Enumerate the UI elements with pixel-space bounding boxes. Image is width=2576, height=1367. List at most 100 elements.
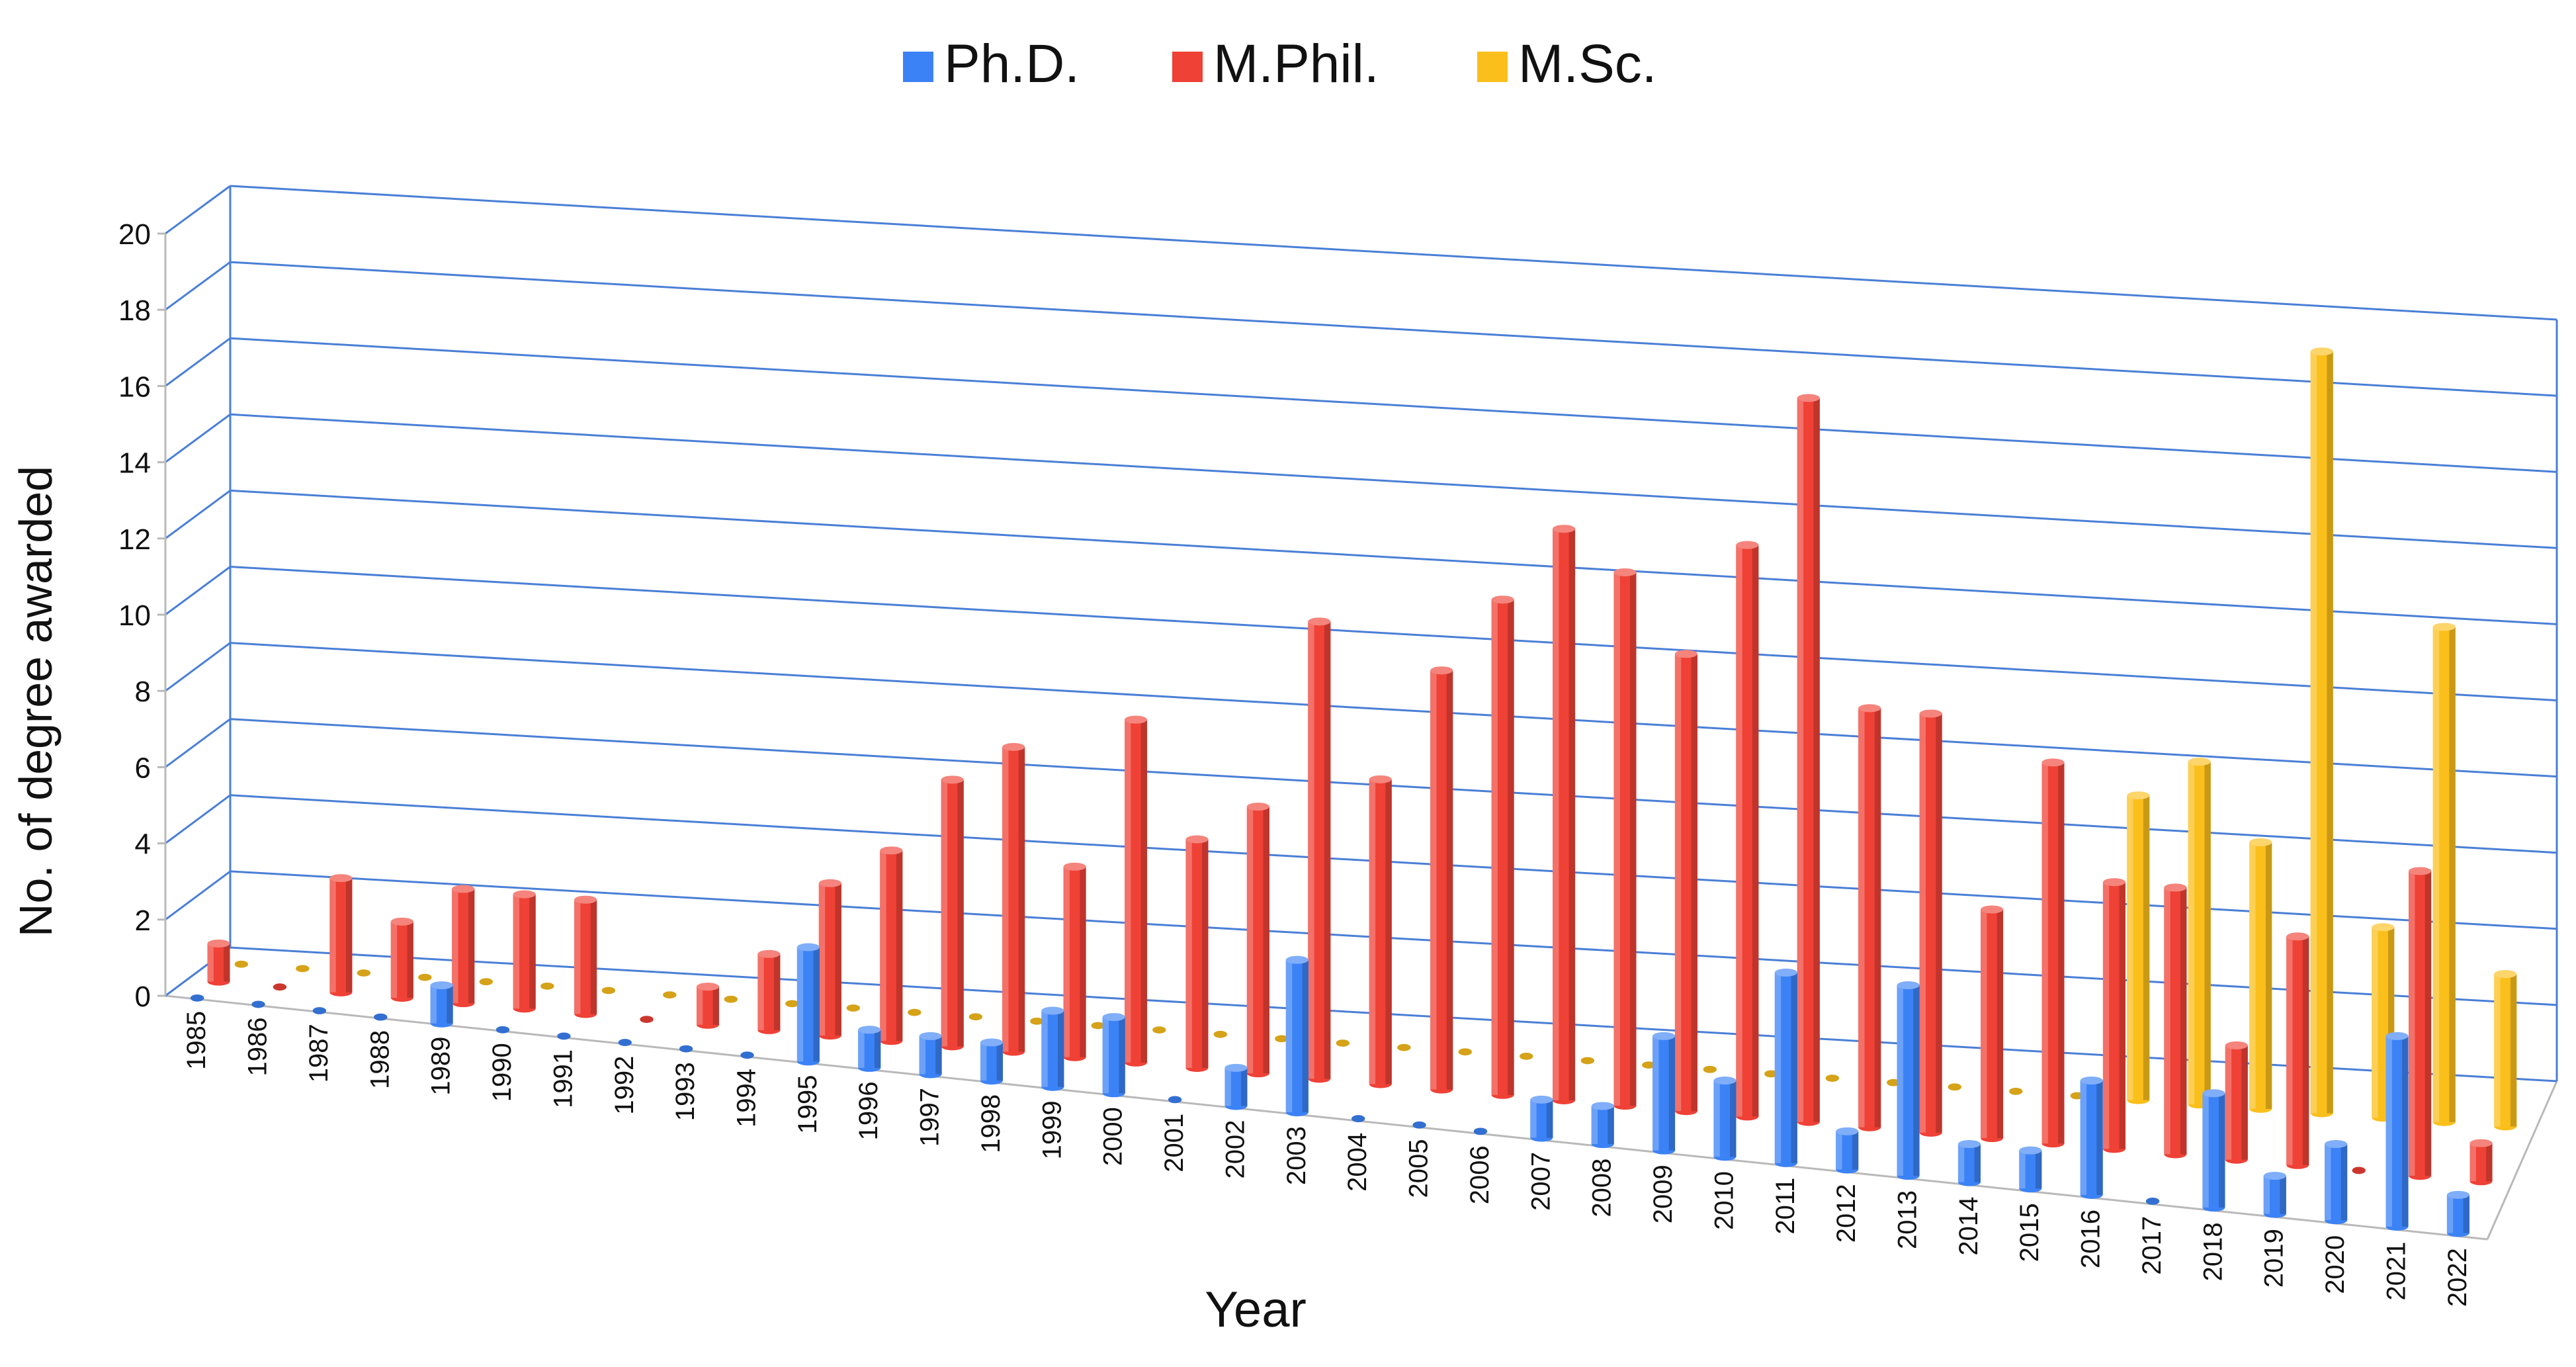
bar-zero-base	[357, 969, 371, 977]
y-axis: 0 2 4 6 8 10 12 14 16 18 20	[118, 218, 165, 1013]
bar-shadow	[1241, 1067, 1248, 1106]
bar-top	[452, 885, 475, 893]
bar-top	[574, 895, 597, 904]
bar-zero-base	[740, 1051, 754, 1059]
bar-highlight	[2469, 1143, 2476, 1182]
bar-highlight	[980, 1042, 987, 1081]
x-tick-label: 1989	[427, 1037, 456, 1096]
bar	[1957, 1140, 1981, 1186]
bar	[1825, 1075, 1839, 1082]
bar-top	[1957, 1140, 1981, 1149]
bar	[941, 775, 964, 1051]
bar-highlight	[1713, 1080, 1720, 1157]
bar-zero-base	[785, 1000, 799, 1008]
bar-zero-base	[846, 1004, 861, 1012]
bar-highlight	[1246, 807, 1254, 1074]
bar-top	[2469, 1139, 2493, 1147]
x-tick-label: 2013	[1893, 1190, 1922, 1249]
bar-highlight	[1674, 654, 1682, 1112]
bar-zero-base	[495, 1026, 510, 1034]
bar	[1642, 1061, 1656, 1069]
x-tick-label: 2015	[2015, 1203, 2044, 1262]
y-tick-label: 4	[135, 828, 151, 861]
bar	[1774, 968, 1797, 1167]
y-tick-label: 2	[135, 904, 151, 937]
gridline-back	[230, 566, 2557, 701]
bar	[818, 879, 841, 1040]
bar	[418, 973, 432, 981]
series-msc	[234, 347, 2517, 1131]
bar-shadow	[2486, 1143, 2493, 1182]
bar-zero-base	[968, 1013, 983, 1021]
bar-zero-base	[1473, 1127, 1488, 1135]
bar	[1352, 1115, 1365, 1123]
bar	[846, 1004, 861, 1012]
gridline-side	[165, 718, 231, 768]
bar	[2310, 347, 2333, 1118]
bar-highlight	[574, 899, 581, 1014]
bar	[1168, 1096, 1182, 1104]
bar-shadow	[2463, 1194, 2469, 1233]
bar	[2469, 1139, 2493, 1186]
bar-zero-base	[679, 1045, 693, 1053]
bar-zero-base	[1887, 1079, 1901, 1086]
x-tick-label: 2003	[1282, 1126, 1311, 1185]
bar-shadow	[2035, 1150, 2042, 1189]
bar	[296, 965, 310, 973]
x-tick-label: 1991	[548, 1049, 578, 1108]
bar-shadow	[1874, 708, 1881, 1127]
legend-label: M.Sc.	[1518, 34, 1657, 94]
gridline-back	[230, 718, 2557, 854]
legend-label: Ph.D.	[944, 34, 1080, 94]
bar-zero-base	[618, 1039, 632, 1046]
bar	[273, 983, 287, 991]
bar-highlight	[941, 779, 948, 1047]
floor-right-edge	[2486, 1080, 2558, 1240]
bar-top	[2372, 923, 2395, 932]
bar	[2019, 1146, 2042, 1193]
bar-zero-base	[1336, 1039, 1350, 1047]
bar	[357, 969, 371, 977]
bar	[2202, 1089, 2225, 1212]
x-tick-label: 1993	[671, 1062, 700, 1121]
x-tick-label: 2012	[1832, 1184, 1861, 1243]
bar	[1285, 955, 1309, 1117]
bar	[1613, 568, 1637, 1110]
bar-zero-base	[1764, 1070, 1778, 1078]
bar-top	[329, 874, 353, 883]
y-axis-label: No. of degree awarded	[10, 466, 62, 937]
gridline-side	[165, 185, 231, 235]
y-tick-label: 16	[118, 371, 151, 403]
bar-shadow	[2143, 795, 2150, 1100]
x-tick-label: 2002	[1221, 1120, 1250, 1178]
bar-top	[1246, 803, 1269, 811]
bar-top	[2494, 970, 2517, 979]
bar-top	[941, 775, 964, 784]
bar-highlight	[1981, 909, 1987, 1139]
bar	[663, 991, 677, 998]
bar	[1520, 1052, 1533, 1060]
bar	[1369, 775, 1392, 1088]
bar-top	[1041, 1006, 1064, 1015]
bar-shadow	[1813, 398, 1820, 1122]
bar	[2009, 1087, 2023, 1095]
bar-top	[980, 1038, 1003, 1047]
bar-top	[1224, 1063, 1248, 1072]
bar-highlight	[1224, 1067, 1231, 1106]
gridline-side	[165, 794, 231, 844]
x-tick-label: 2014	[1954, 1197, 1983, 1256]
bar	[251, 1000, 265, 1008]
bar-highlight	[880, 850, 886, 1041]
bar	[1336, 1039, 1350, 1047]
bar-highlight	[2494, 974, 2501, 1127]
bar-top	[1063, 862, 1086, 871]
x-tick-label: 2020	[2321, 1235, 2350, 1294]
bar-shadow	[590, 899, 597, 1014]
bar-shadow	[1913, 985, 1920, 1176]
plot-area	[190, 347, 2517, 1237]
bar	[757, 949, 781, 1034]
bar	[1981, 905, 2004, 1143]
bar-shadow	[712, 987, 719, 1025]
bar-highlight	[2325, 1144, 2331, 1221]
y-tick-label: 18	[118, 294, 151, 327]
